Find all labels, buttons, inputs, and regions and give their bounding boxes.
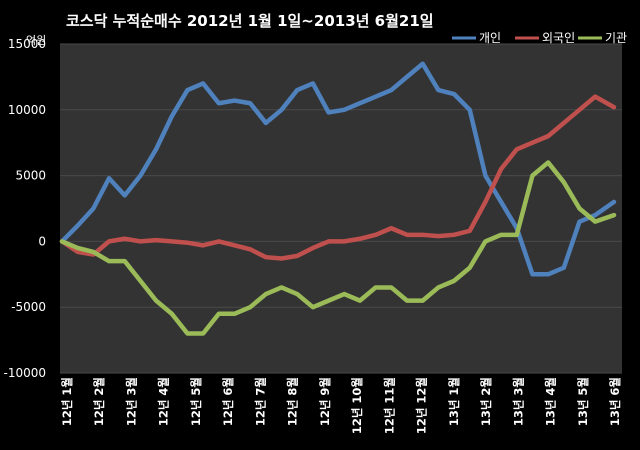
x-tick-label: 12년 1월 — [60, 377, 74, 426]
x-tick-label: 12년 3월 — [124, 377, 138, 426]
chart-title: 코스닥 누적순매수 2012년 1월 1일~2013년 6월21일 — [66, 12, 434, 30]
series-line-1 — [59, 94, 617, 261]
x-tick-label: 12년 5월 — [189, 377, 203, 426]
x-tick-label: 12년 11월 — [382, 377, 396, 434]
y-tick-label: -5000 — [11, 300, 46, 314]
x-tick-label: 12년 12월 — [415, 377, 429, 434]
x-tick-label: 13년 2월 — [479, 377, 493, 426]
x-tick-label: 13년 6월 — [608, 377, 622, 426]
legend-label: 외국인 — [542, 31, 575, 45]
legend: 개인 외국인 기관 — [452, 31, 627, 45]
y-tick-label: 5000 — [15, 169, 46, 183]
x-tick-label: 12년 8월 — [286, 377, 300, 426]
x-tick-label: 12년 2월 — [92, 377, 106, 426]
series-lines — [59, 61, 617, 336]
x-tick-label: 12년 10월 — [350, 377, 364, 434]
y-tick-label: 10000 — [8, 103, 46, 117]
legend-label: 기관 — [605, 31, 627, 45]
x-tick-label: 12년 4월 — [157, 377, 171, 426]
y-tick-label: 0 — [38, 234, 46, 248]
y-unit-label: 억원 — [26, 34, 46, 47]
x-axis: 12년 1월 12년 2월 12년 3월 12년 4월 12년 5월 12년 6월 12년 … — [60, 377, 622, 434]
legend-label: 개인 — [479, 31, 501, 45]
x-tick-label: 13년 3월 — [511, 377, 525, 426]
x-tick-label: 13년 4월 — [544, 377, 558, 426]
series-line-2 — [59, 160, 617, 336]
x-tick-label: 12년 9월 — [318, 377, 332, 426]
y-tick-label: 15000 — [8, 37, 46, 51]
plot-area — [60, 44, 622, 373]
x-tick-label: 12년 6월 — [221, 377, 235, 426]
x-tick-label: 12년 7월 — [253, 377, 267, 426]
x-tick-label: 13년 1월 — [447, 377, 461, 426]
x-tick-label: 13년 5월 — [576, 377, 590, 426]
series-line-0 — [59, 61, 617, 277]
y-axis: 15000 10000 5000 0 -5000 -10000 — [3, 37, 46, 380]
y-tick-label: -10000 — [3, 366, 46, 380]
